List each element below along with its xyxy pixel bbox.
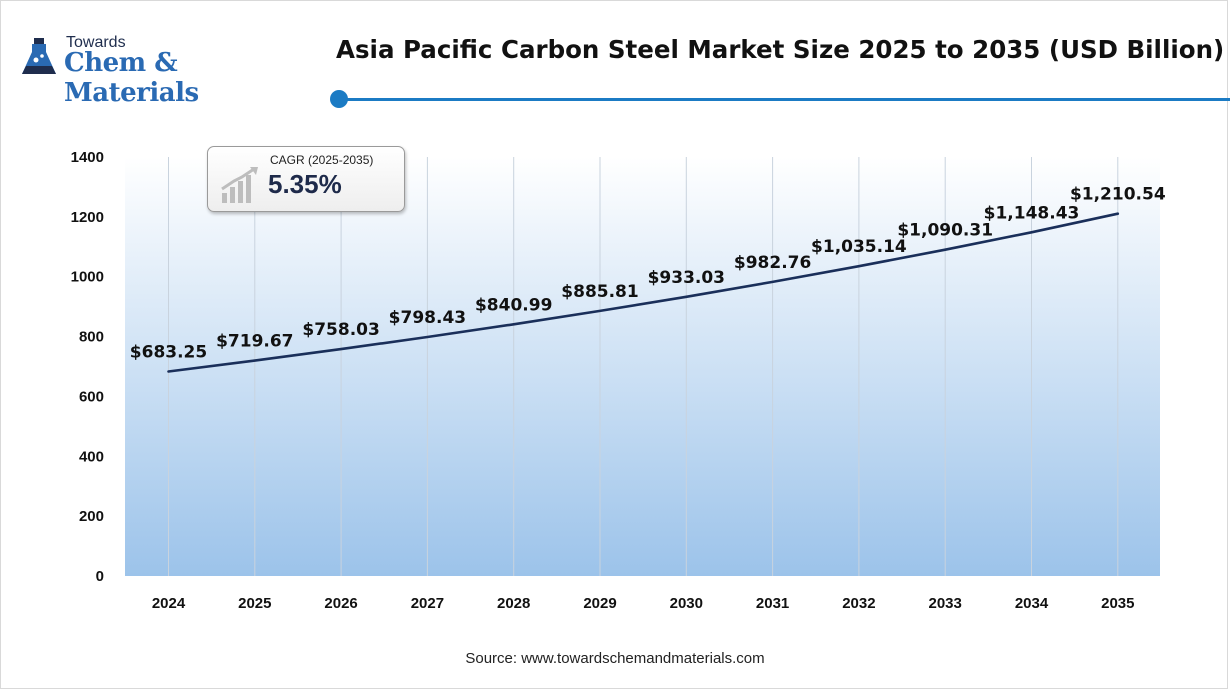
logo-text-main: Chem & Materials [64, 48, 199, 108]
data-label: $758.03 [302, 320, 379, 340]
title-underline-dot [330, 90, 348, 108]
x-tick-label: 2025 [238, 595, 271, 612]
x-tick-label: 2028 [497, 595, 530, 612]
y-tick-label: 200 [79, 508, 104, 525]
data-label: $798.43 [389, 308, 466, 328]
growth-chart-icon [221, 167, 258, 203]
y-tick-label: 1200 [71, 209, 104, 226]
y-axis: 0 200 400 600 800 1000 1200 1400 [71, 149, 104, 585]
title-underline [340, 98, 1230, 101]
data-label: $933.03 [648, 268, 725, 288]
data-label: $885.81 [561, 282, 638, 302]
cagr-label: CAGR (2025-2035) [270, 153, 374, 167]
x-tick-label: 2033 [929, 595, 962, 612]
x-tick-label: 2026 [324, 595, 357, 612]
data-label: $982.76 [734, 253, 811, 273]
y-tick-label: 1400 [71, 149, 104, 166]
x-tick-label: 2029 [583, 595, 616, 612]
logo-text-towards: Towards [66, 34, 126, 51]
chart-title: Asia Pacific Carbon Steel Market Size 20… [336, 35, 1225, 64]
data-label: $1,090.31 [897, 221, 993, 241]
x-tick-label: 2032 [842, 595, 875, 612]
x-tick-label: 2030 [670, 595, 703, 612]
x-tick-label: 2034 [1015, 595, 1049, 612]
data-label: $1,148.43 [984, 203, 1080, 223]
data-label: $719.67 [216, 332, 293, 352]
cagr-callout: CAGR (2025-2035) 5.35% [207, 146, 405, 212]
brand-logo: Towards Chem & Materials [20, 34, 320, 108]
data-label: $1,035.14 [811, 237, 907, 257]
x-tick-label: 2031 [756, 595, 789, 612]
y-tick-label: 1000 [71, 269, 104, 286]
series-line [167, 212, 1120, 373]
data-label: $840.99 [475, 295, 552, 315]
y-tick-label: 0 [96, 568, 104, 585]
y-tick-label: 800 [79, 329, 104, 346]
source-note: Source: www.towardschemandmaterials.com [465, 650, 765, 667]
flask-icon [22, 38, 56, 74]
data-label: $683.25 [130, 343, 207, 363]
x-axis: 2024 2025 2026 2027 2028 2029 2030 2031 2032 2033… [152, 595, 1135, 612]
cagr-value: 5.35% [268, 169, 342, 199]
x-tick-label: 2027 [411, 595, 444, 612]
gridlines [168, 157, 1119, 576]
plot-area-background [125, 157, 1160, 576]
x-tick-label: 2035 [1101, 595, 1134, 612]
y-tick-label: 400 [79, 448, 104, 465]
data-labels: $683.25 $719.67 $758.03 $798.43 $840.99 $885.… [130, 185, 1166, 363]
x-tick-label: 2024 [152, 595, 186, 612]
y-tick-label: 600 [79, 388, 104, 405]
data-label: $1,210.54 [1070, 185, 1166, 205]
